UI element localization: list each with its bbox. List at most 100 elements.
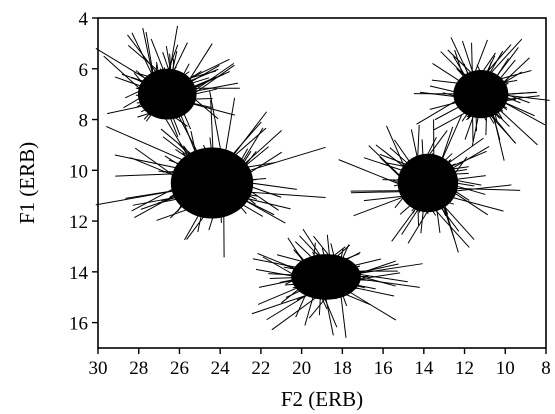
data-line (321, 248, 331, 281)
data-line (484, 98, 516, 105)
data-line (222, 148, 249, 193)
cluster-layer (95, 25, 550, 338)
data-line (469, 69, 532, 88)
cluster-3 (251, 228, 423, 338)
data-line (183, 145, 205, 174)
data-line (315, 252, 341, 272)
data-line (313, 244, 351, 278)
data-line (456, 68, 485, 100)
data-line (219, 190, 222, 223)
data-line (210, 99, 216, 187)
data-line (169, 186, 202, 219)
data-line (410, 129, 423, 178)
data-line (266, 280, 331, 321)
data-line (492, 97, 508, 111)
data-line (467, 101, 481, 120)
x-axis-ticks: 30 28 26 24 22 20 18 16 14 12 10 8 (89, 348, 551, 379)
data-line (422, 137, 484, 182)
data-line (200, 127, 267, 186)
data-line (420, 187, 427, 234)
data-line (431, 181, 455, 185)
data-line (166, 25, 179, 88)
data-line (221, 127, 264, 197)
y-tick-label: 12 (69, 212, 88, 233)
data-line (489, 84, 505, 95)
data-line (323, 284, 371, 306)
data-line (95, 183, 211, 206)
data-line (487, 92, 550, 101)
cluster-2 (95, 90, 326, 258)
data-line (461, 40, 482, 97)
data-line (413, 93, 491, 95)
data-line (131, 32, 160, 89)
y-tick-label: 8 (79, 111, 89, 132)
data-line (124, 83, 155, 99)
data-line (324, 285, 359, 289)
data-line (170, 71, 230, 99)
data-line (432, 62, 485, 98)
y-tick-label: 4 (79, 9, 89, 30)
x-tick-label: 18 (333, 358, 352, 379)
data-line (434, 101, 470, 121)
data-line (479, 80, 491, 98)
data-line (461, 85, 488, 122)
data-line (95, 47, 160, 88)
data-line (206, 186, 237, 210)
x-axis-title: F2 (ERB) (281, 387, 363, 411)
x-tick-label: 16 (374, 358, 393, 379)
data-line (197, 168, 212, 233)
data-line (211, 146, 269, 194)
data-line (483, 96, 508, 109)
data-line (363, 193, 422, 202)
data-line (177, 43, 213, 99)
data-line (160, 128, 211, 170)
data-line (485, 99, 488, 136)
data-line (161, 89, 180, 104)
data-line (417, 179, 431, 203)
data-line (227, 190, 326, 199)
data-line (440, 194, 449, 215)
data-line (222, 192, 291, 210)
data-line (427, 166, 469, 173)
data-line (195, 183, 219, 201)
data-line (470, 52, 496, 90)
data-line (471, 42, 474, 89)
data-line (177, 106, 206, 177)
data-line (491, 102, 538, 146)
data-line (447, 49, 489, 90)
data-line (334, 263, 423, 278)
data-line (454, 49, 471, 99)
data-line (218, 151, 283, 194)
data-line (209, 90, 226, 175)
data-line (179, 103, 192, 130)
data-line (281, 267, 327, 304)
data-line (407, 190, 441, 244)
data-line (441, 194, 504, 212)
data-line (163, 70, 202, 98)
data-line (475, 84, 501, 102)
data-line (468, 75, 482, 97)
data-line (156, 44, 179, 101)
x-tick-label: 28 (129, 358, 148, 379)
y-axis-title: F1 (ERB) (15, 142, 39, 224)
data-line (424, 187, 429, 215)
data-line (251, 284, 337, 315)
data-line (131, 176, 196, 212)
data-line (169, 88, 218, 101)
data-line (156, 103, 201, 177)
data-line (436, 180, 489, 216)
data-line (279, 274, 316, 284)
data-line (330, 260, 396, 284)
data-line (216, 180, 258, 200)
data-line (437, 184, 512, 194)
x-tick-label: 14 (414, 358, 434, 379)
data-line (159, 95, 213, 109)
x-tick-label: 10 (496, 358, 515, 379)
data-line (423, 153, 434, 181)
data-line (450, 37, 477, 91)
data-line (418, 136, 437, 173)
data-line (330, 243, 338, 269)
data-line (203, 176, 229, 198)
data-line (285, 273, 337, 298)
data-line (107, 102, 158, 115)
